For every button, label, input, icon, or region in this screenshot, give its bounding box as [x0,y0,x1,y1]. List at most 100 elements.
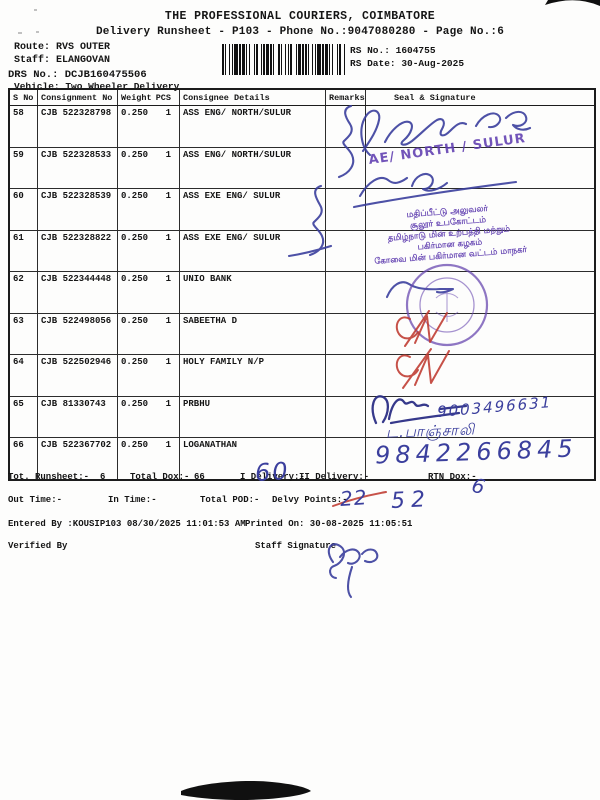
cell-consignment-no: CJB 522367702 [38,438,118,479]
cell-consignee: PRBHU [180,396,326,437]
header-remarks: Remarks [326,90,366,105]
signature-line: Verified By Staff Signature [0,541,600,554]
table-row: 64 CJB 522502946 0.250 1 HOLY FAMILY N/P [10,355,594,397]
table-row: 59 CJB 522328533 0.250 1 ASS ENG/ NORTH/SULU… [10,147,594,189]
cell-weight: 0.250 [121,398,149,409]
cell-s-no: 63 [10,313,38,354]
scan-mark-top-right [545,0,600,6]
barcode-icon [222,44,345,75]
cell-weight-pcs: 0.250 1 [118,230,180,271]
header-seal: Seal & Signature [394,92,476,103]
audit-line: Entered By :KOUSIP103 08/30/2025 11:01:5… [0,519,600,532]
cell-consignment-no: CJB 522328539 [38,189,118,230]
total-dox-label: Total Dox:- [130,472,190,482]
cell-weight: 0.250 [121,315,149,326]
table-row: 62 CJB 522344448 0.250 1 UNIO BANK [10,272,594,314]
cell-pcs: 1 [165,108,171,118]
cell-pcs: 1 [165,149,171,160]
cell-remarks [326,438,366,479]
table-row: 66 CJB 522367702 0.250 1 LOGANATHAN [10,438,594,479]
route-label: Route: [14,42,51,53]
cell-remarks [326,313,366,354]
drs-value: DCJB160475506 [64,69,147,81]
cell-remarks [326,147,366,188]
staff-label: Staff: [14,55,51,66]
tot-runsheet-value: 6 [100,472,106,482]
cell-seal [366,189,594,230]
cell-weight: 0.250 [121,149,149,160]
cell-remarks [326,355,366,396]
cell-weight: 0.250 [121,191,149,201]
vehicle-label: Vehicle: [14,81,60,92]
rs-date-line: RS Date: 30-Aug-2025 [350,58,464,69]
cell-pcs: 1 [165,357,171,367]
cell-consignee: HOLY FAMILY N/P [180,355,326,396]
printed-on: Printed On: 30-08-2025 11:05:51 [245,519,413,529]
cell-pcs: 1 [165,440,171,450]
header-weight: Weight [121,92,152,103]
cell-remarks [326,396,366,437]
cell-pcs: 1 [165,274,171,284]
cell-s-no: 64 [10,355,38,396]
cell-consignment-no: CJB 81330743 [38,396,118,437]
table-row: 63 CJB 522498056 0.250 1 SABEETHA D [10,313,594,355]
table-body: 58 CJB 522328798 0.250 1 ASS ENG/ NORTH/SULU… [10,106,594,479]
cell-pcs: 1 [165,315,171,326]
rtn-dox-label: RTN Dox:- [428,472,477,482]
cell-weight: 0.250 [121,440,149,450]
drs-line: DRS No.: DCJB160475506 [8,69,147,81]
cell-seal [366,106,594,147]
staff-line: Staff: ELANGOVAN [14,55,110,66]
table-row: 60 CJB 522328539 0.250 1 ASS EXE ENG/ SULUR [10,189,594,231]
delvy-points-label: Delvy Points:- [272,495,348,505]
out-time-label: Out Time:- [8,495,63,505]
staff-signature [347,565,354,599]
cell-seal [366,314,594,355]
cell-weight-pcs: 0.250 1 [118,396,180,437]
table-row: 58 CJB 522328798 0.250 1 ASS ENG/ NORTH/SULU… [10,106,594,148]
cell-seal [366,355,594,396]
cell-consignment-no: CJB 522344448 [38,272,118,313]
cell-consignment-no: CJB 522498056 [38,313,118,354]
cell-seal [366,272,594,313]
cell-weight: 0.250 [121,108,149,118]
cell-consignee: ASS EXE ENG/ SULUR [180,189,326,230]
cell-seal [366,148,594,189]
vehicle-value: Two Wheeler Delivery [65,81,180,92]
header-consignee: Consignee Details [180,90,326,105]
cell-consignment-no: CJB 522502946 [38,355,118,396]
staff-value: ELANGOVAN [56,55,111,66]
cell-weight: 0.250 [121,232,149,243]
cell-consignment-no: CJB 522328798 [38,106,118,147]
cell-s-no: 61 [10,230,38,271]
entered-by: Entered By :KOUSIP103 08/30/2025 11:01:5… [8,519,246,529]
cell-consignee: ASS ENG/ NORTH/SULUR [180,106,326,147]
cell-consignee: ASS EXE ENG/ SULUR [180,230,326,271]
cell-weight-pcs: 0.250 1 [118,355,180,396]
cell-s-no: 66 [10,438,38,479]
cell-s-no: 58 [10,106,38,147]
cell-weight-pcs: 0.250 1 [118,438,180,479]
runsheet-table: S No Consignment No Weight PCS Consignee… [8,88,596,481]
scan-mark-bottom [181,781,311,800]
cell-weight-pcs: 0.250 1 [118,189,180,230]
vehicle-line: Vehicle: Two Wheeler Delivery [14,81,179,92]
table-header-row: S No Consignment No Weight PCS Consignee… [10,90,594,106]
table-row: 61 CJB 522328822 0.250 1 ASS EXE ENG/ SULUR [10,230,594,272]
rs-date-value: 30-Aug-2025 [401,58,465,69]
cell-consignment-no: CJB 522328822 [38,230,118,271]
cell-weight-pcs: 0.250 1 [118,147,180,188]
header-consignment-no: Consignment No [38,90,118,105]
cell-remarks [326,230,366,271]
cell-s-no: 59 [10,147,38,188]
total-pod-label: Total POD:- [200,495,260,505]
cell-remarks [326,106,366,147]
verified-by-label: Verified By [8,541,68,551]
cell-weight-pcs: 0.250 1 [118,272,180,313]
rs-date-label: RS Date: [350,58,396,69]
page-subtitle: Delivery Runsheet - P103 - Phone No.:904… [95,26,505,38]
drs-label: DRS No.: [8,69,59,81]
page-title: THE PROFESSIONAL COURIERS, COIMBATORE [164,10,436,23]
cell-pcs: 1 [165,232,171,243]
